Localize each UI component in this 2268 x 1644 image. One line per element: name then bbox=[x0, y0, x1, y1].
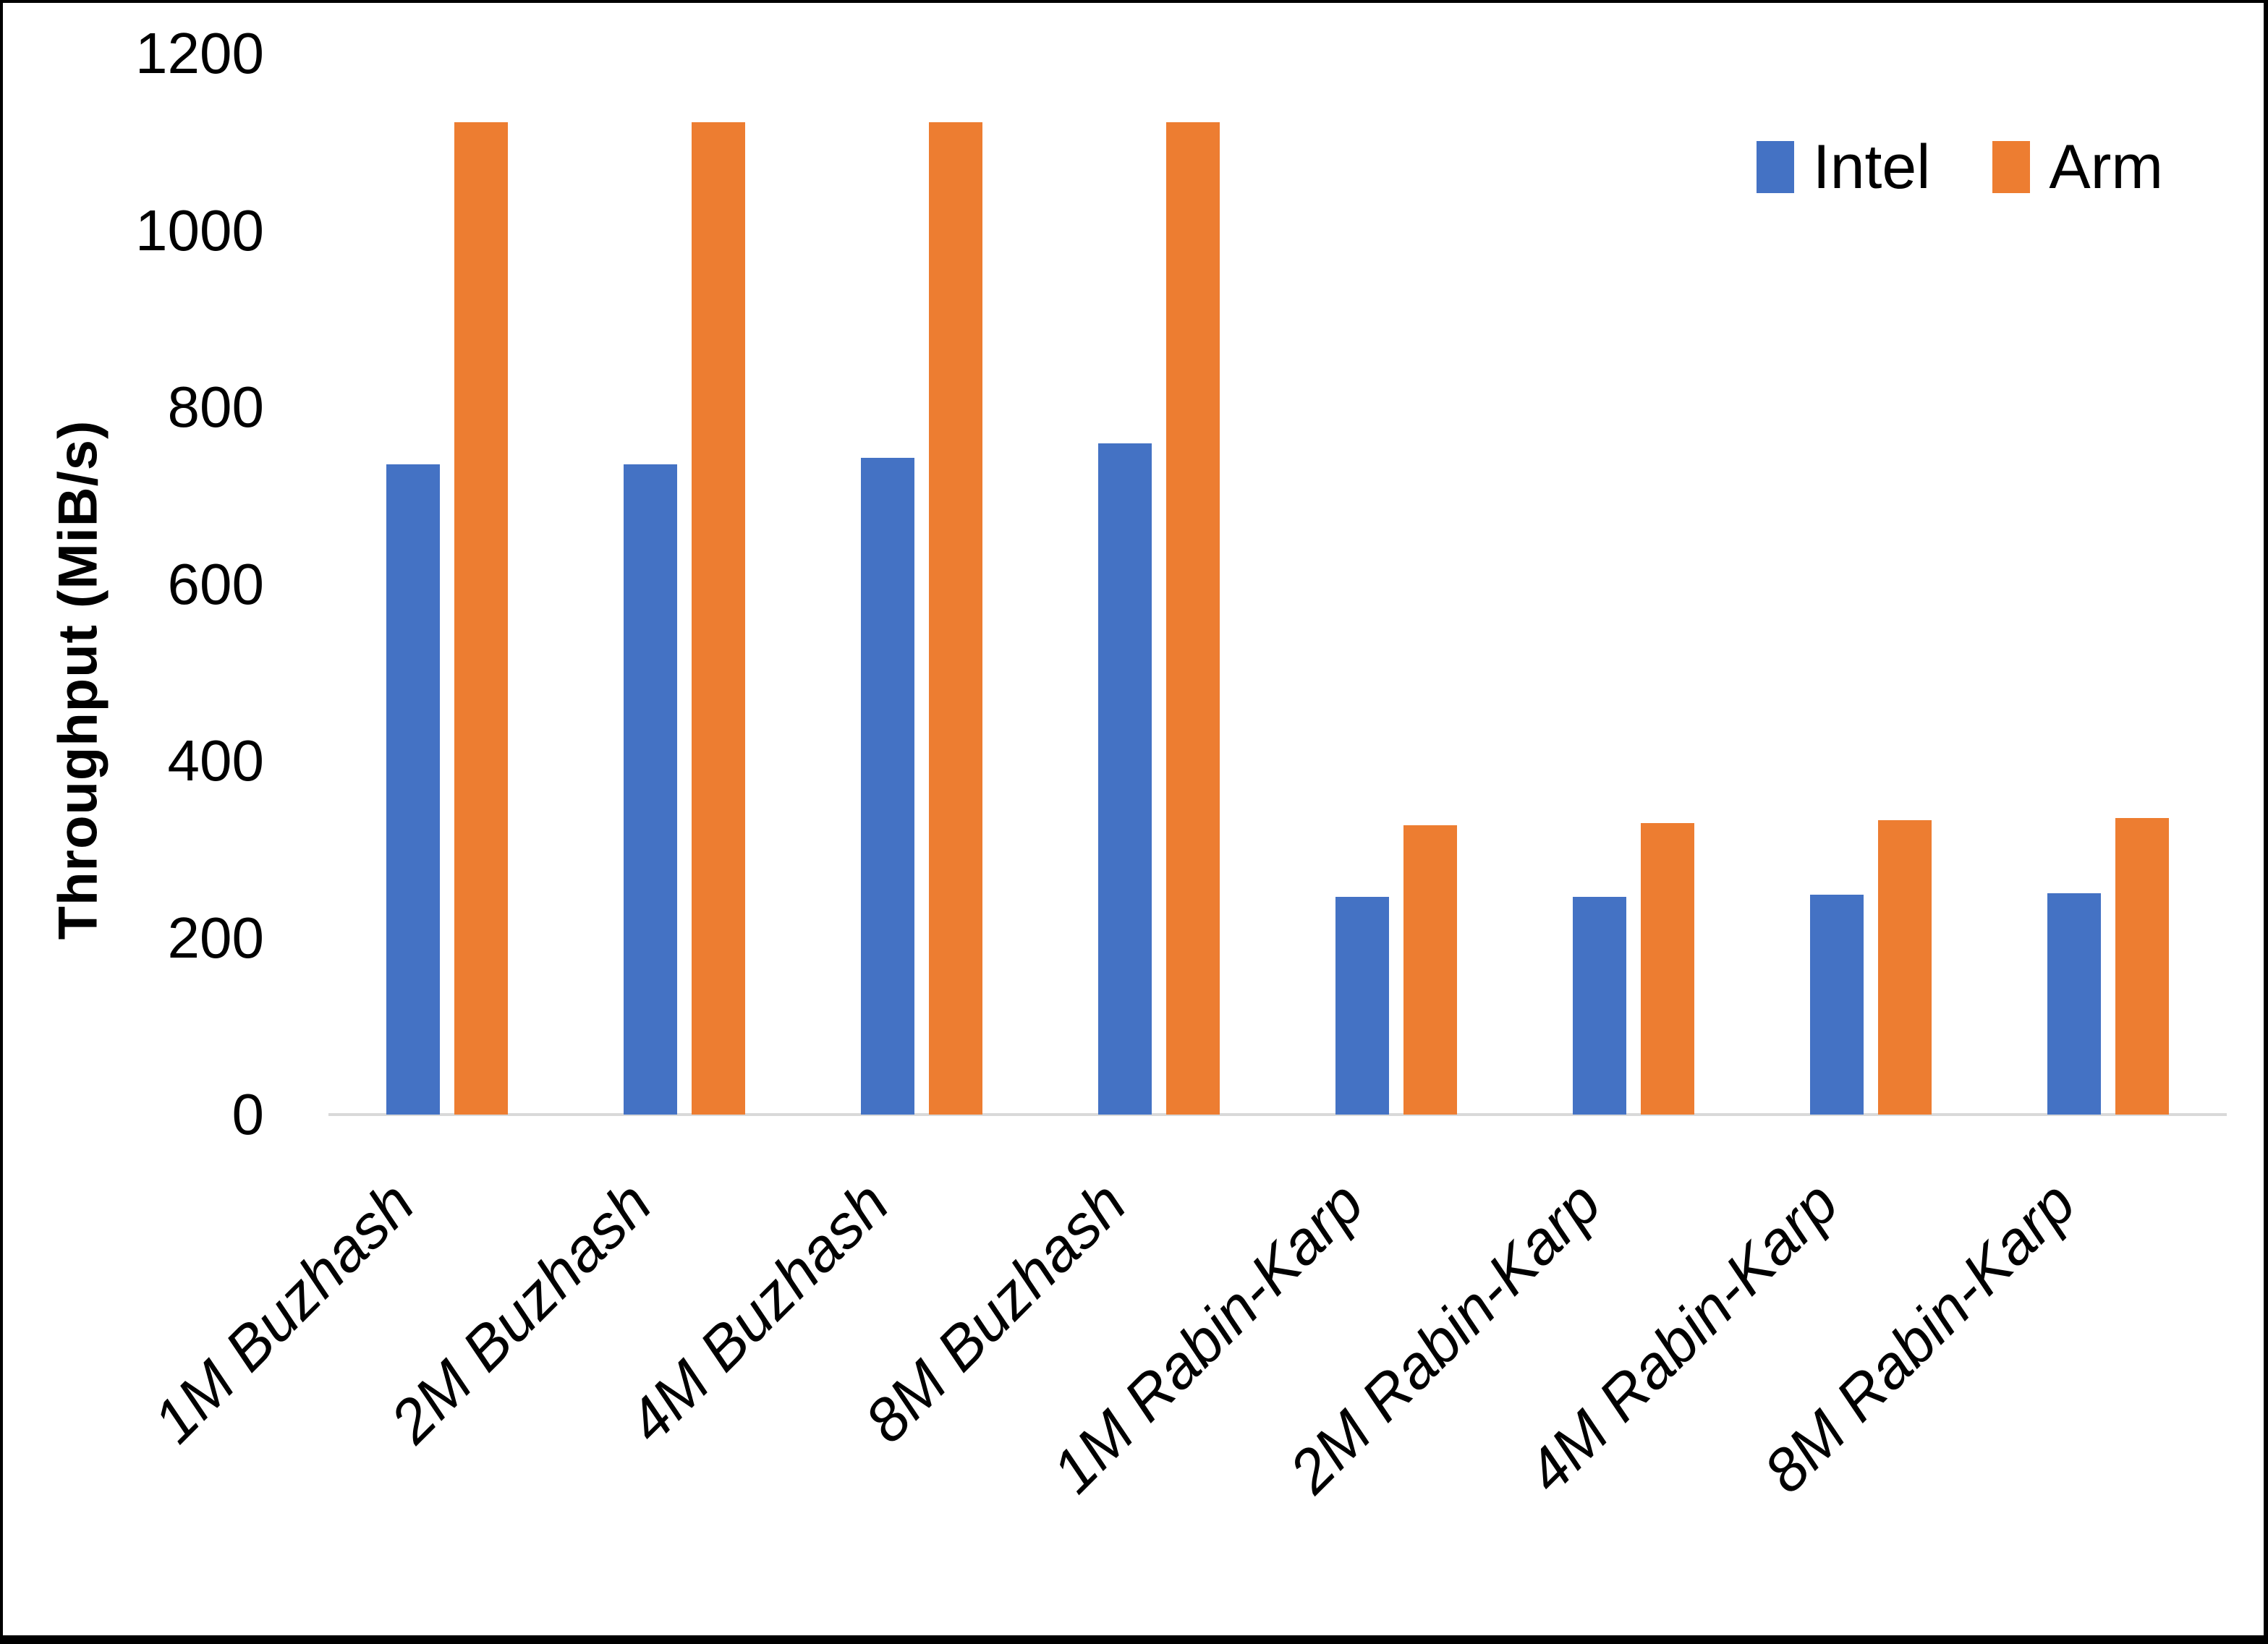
bar-arm-3 bbox=[929, 122, 982, 1115]
bar-arm-4 bbox=[1166, 122, 1220, 1115]
legend-color-swatch bbox=[1992, 141, 2031, 193]
bar-arm-5 bbox=[1403, 825, 1457, 1115]
legend-label: Intel bbox=[1812, 132, 1931, 202]
page-border-right bbox=[2264, 0, 2268, 1644]
bar-intel-2 bbox=[624, 464, 677, 1115]
legend: Intel Arm bbox=[1756, 132, 2163, 202]
x-axis-line bbox=[328, 1113, 2227, 1116]
bar-intel-7 bbox=[1810, 894, 1864, 1115]
y-tick-label: 400 bbox=[167, 728, 264, 793]
bar-intel-5 bbox=[1335, 897, 1389, 1115]
y-tick-label: 200 bbox=[167, 905, 264, 970]
bar-intel-3 bbox=[861, 457, 914, 1115]
bar-arm-1 bbox=[454, 122, 508, 1115]
legend-color-swatch bbox=[1756, 141, 1794, 193]
page-border-bottom bbox=[0, 1635, 2268, 1644]
bar-arm-8 bbox=[2115, 818, 2169, 1115]
y-tick-label: 600 bbox=[167, 551, 264, 616]
legend-label: Arm bbox=[2049, 132, 2163, 202]
legend-item-arm: Arm bbox=[1992, 136, 2163, 198]
y-tick-label: 1000 bbox=[135, 197, 264, 263]
bar-intel-4 bbox=[1098, 443, 1152, 1115]
bar-intel-6 bbox=[1573, 897, 1626, 1115]
bar-arm-6 bbox=[1641, 822, 1694, 1115]
bar-intel-8 bbox=[2047, 893, 2101, 1115]
bar-arm-7 bbox=[1878, 819, 1932, 1115]
legend-item-intel: Intel bbox=[1756, 132, 1931, 202]
y-axis-title: Throughput (MiB/s) bbox=[47, 419, 109, 940]
y-tick-label: 1200 bbox=[135, 21, 264, 85]
bar-arm-2 bbox=[692, 122, 745, 1115]
y-tick-label: 0 bbox=[232, 1082, 265, 1146]
bar-intel-1 bbox=[386, 464, 440, 1115]
page-border-top bbox=[0, 0, 2268, 3]
y-tick-label: 800 bbox=[167, 375, 264, 439]
page-border-left bbox=[0, 0, 3, 1644]
